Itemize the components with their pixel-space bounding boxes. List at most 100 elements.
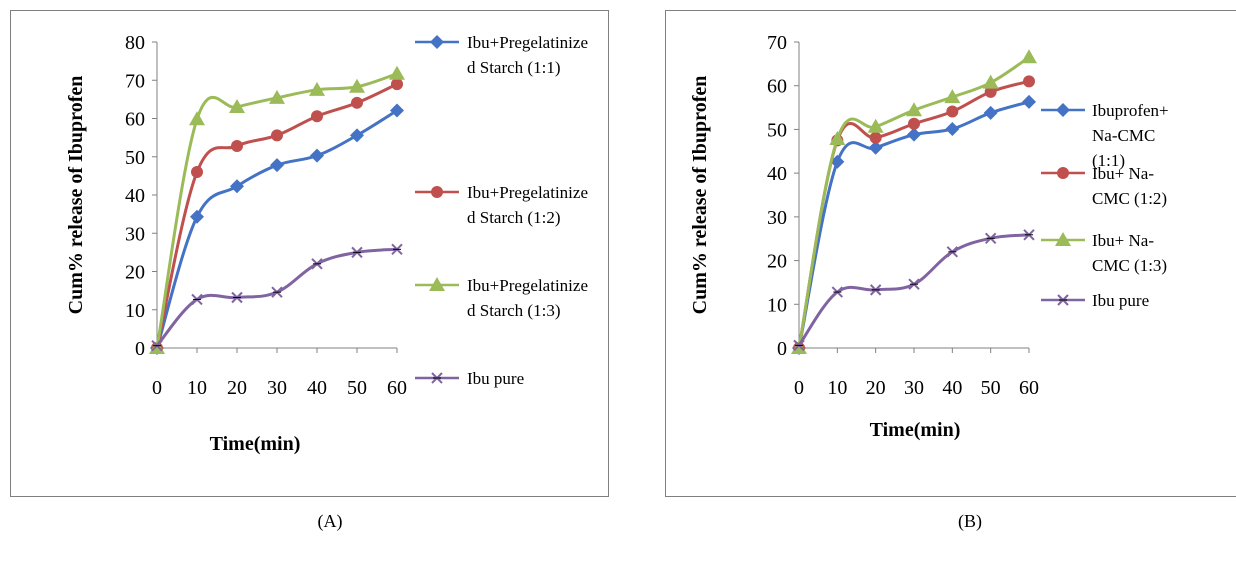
legend-text-line: d Starch (1:3) [467, 301, 560, 320]
data-point [944, 89, 961, 104]
y-tick-label: 50 [767, 119, 787, 141]
legend-text-line: CMC (1:2) [1092, 189, 1167, 208]
legend-text-line: Ibu+ Na- [1092, 231, 1154, 250]
data-point [311, 258, 323, 270]
series-group [793, 75, 1035, 354]
data-point [311, 110, 323, 123]
data-point [391, 243, 403, 256]
legend-text-line: (1:1) [1092, 151, 1125, 170]
y-tick-label: 20 [767, 251, 787, 273]
y-axis-title: Cum% release of Ibuprofen [65, 76, 87, 315]
y-tick-label: 30 [767, 207, 787, 229]
data-point [191, 293, 203, 306]
series-line [155, 247, 398, 347]
line-chart-b: 0 10 20 30 40 50 60 70 0 10 20 30 40 50 60 Cum% release… [689, 32, 1169, 441]
series-group [793, 229, 1035, 352]
data-point [867, 118, 884, 133]
data-point [190, 209, 204, 224]
data-point [271, 129, 283, 142]
legend-text-line: Ibuprofen+ [1092, 101, 1169, 120]
legend-marker-group [415, 186, 459, 198]
legend-marker-group [1041, 103, 1085, 117]
data-point [1023, 229, 1035, 241]
y-tick-label: 10 [125, 300, 145, 322]
x-tick-label: 0 [152, 377, 162, 399]
y-tick-label: 0 [135, 338, 145, 360]
data-point [231, 140, 243, 153]
data-point [230, 179, 244, 194]
line-chart-a: 0 10 20 30 40 50 60 70 80 0 10 20 30 40 50 60 Cum% relea… [65, 32, 588, 455]
data-point [946, 246, 959, 258]
series-group [792, 94, 1036, 355]
x-tick-label: 60 [1019, 377, 1039, 399]
data-point [1021, 49, 1037, 64]
y-tick-label: 60 [767, 76, 787, 98]
y-axis-title: Cum% release of Ibuprofen [689, 76, 711, 315]
x-tick-label: 50 [347, 377, 367, 399]
legend-text-line: Na-CMC [1092, 126, 1155, 145]
legend-marker [1057, 167, 1069, 179]
data-point [868, 140, 883, 155]
y-tick-label: 60 [125, 109, 145, 131]
y-tick-label: 10 [767, 294, 787, 316]
y-tick-label: 70 [125, 70, 145, 92]
legend-marker-group [1041, 167, 1085, 179]
data-point [351, 96, 363, 109]
legend-text-line: Ibu+Pregelatinize [467, 276, 588, 295]
legend-text-line: Ibu+Pregelatinize [467, 33, 588, 52]
legend-marker [431, 186, 443, 198]
x-tick-label: 10 [187, 377, 207, 399]
panel-caption-b: (B) [958, 511, 982, 531]
x-tick-label: 10 [827, 377, 847, 399]
legend-marker-group [415, 372, 459, 384]
data-point [906, 102, 922, 117]
data-point [310, 148, 324, 163]
y-tick-label: 20 [125, 262, 145, 284]
data-point [349, 78, 365, 93]
x-tick-label: 20 [866, 377, 886, 399]
x-tick-label: 20 [227, 377, 247, 399]
legend-marker-group [415, 277, 459, 291]
x-tick-label: 50 [981, 377, 1001, 399]
legend-text-line: Ibu+Pregelatinize [467, 183, 588, 202]
legend-text-line: d Starch (1:2) [467, 208, 560, 227]
y-tick-label: 50 [125, 147, 145, 169]
series-line [797, 233, 1030, 347]
series-group [791, 49, 1037, 354]
data-point [231, 291, 243, 304]
data-point [270, 158, 284, 173]
data-point [390, 103, 404, 118]
legend-label: Ibu+Pregelatinize d Starch (1:1) [467, 33, 588, 77]
data-point [984, 232, 997, 244]
x-tick-label: 40 [942, 377, 962, 399]
y-tick-label: 40 [125, 185, 145, 207]
data-point [869, 131, 882, 144]
legend-text-line: Ibu+ Na- [1092, 164, 1154, 183]
legend-text-line: Ibu pure [467, 369, 524, 388]
x-tick-label: 60 [387, 377, 407, 399]
series-group [151, 78, 403, 354]
legend-text-line: CMC (1:3) [1092, 256, 1167, 275]
legend-marker [1057, 294, 1069, 306]
data-point [982, 74, 999, 89]
series-line [155, 72, 398, 349]
data-point [793, 339, 805, 352]
x-axis-title: Time(min) [210, 433, 301, 455]
y-tick-label: 0 [777, 338, 787, 360]
x-axis-title: Time(min) [870, 419, 961, 441]
y-tick-label: 80 [125, 32, 145, 54]
y-tick-label: 70 [767, 32, 787, 54]
data-point [229, 99, 245, 114]
legend-marker-group [1041, 232, 1085, 246]
data-point [391, 78, 403, 91]
legend-label: Ibu+Pregelatinize d Starch (1:2) [467, 183, 588, 227]
data-point [271, 286, 283, 298]
data-point [983, 105, 998, 120]
data-point [831, 286, 844, 298]
legend-text-line: d Starch (1:1) [467, 58, 560, 77]
legend-text-line: Ibu pure [1092, 291, 1149, 310]
series-line [155, 109, 398, 349]
legend-marker-group [415, 35, 459, 49]
data-point [946, 105, 959, 118]
data-point [908, 278, 920, 290]
